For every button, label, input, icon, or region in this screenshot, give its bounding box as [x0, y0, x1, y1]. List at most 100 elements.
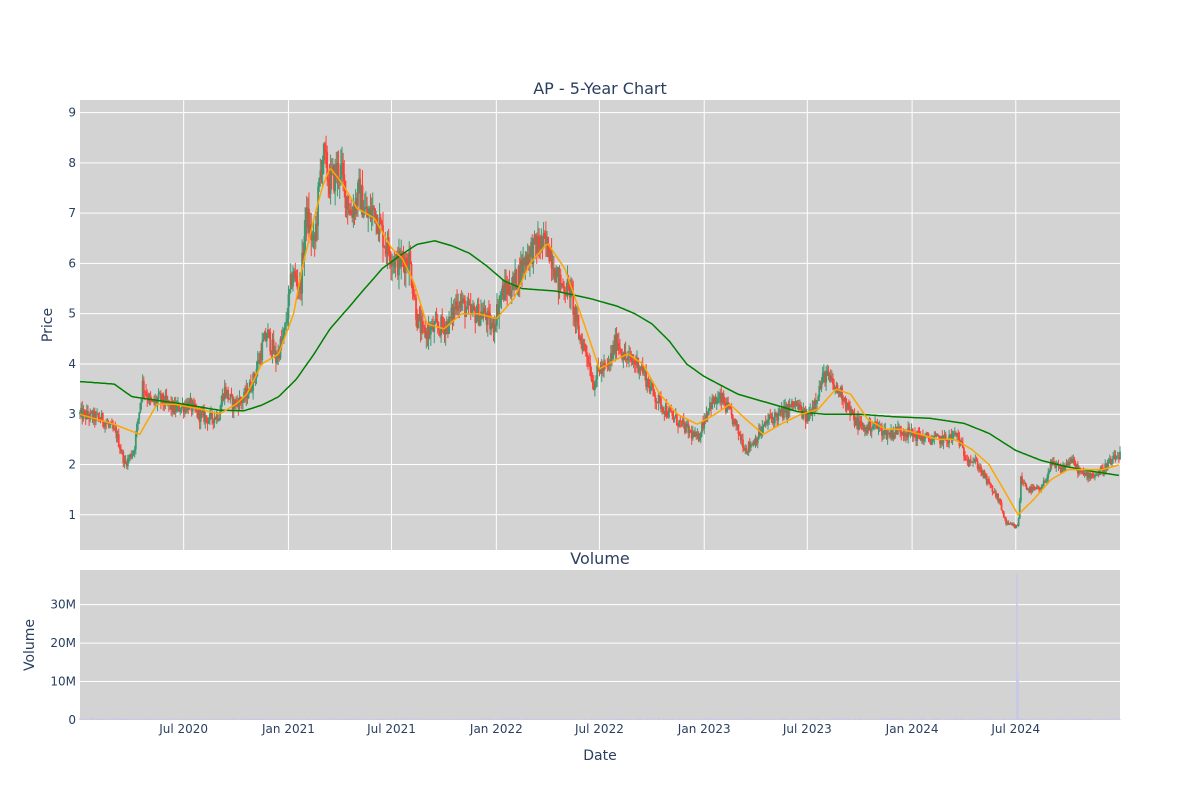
candle-body: [245, 388, 248, 398]
candle-body: [117, 434, 120, 447]
candle-body: [1117, 456, 1120, 460]
volume-bar: [118, 718, 120, 720]
candle-body: [227, 389, 229, 399]
candle-body: [358, 178, 360, 183]
candle-body: [754, 438, 757, 446]
candle-body: [400, 254, 403, 267]
volume-bar: [890, 718, 892, 720]
candle-body: [989, 483, 992, 485]
price-y-tick-label: 8: [68, 156, 76, 170]
candle-body: [136, 423, 138, 435]
volume-bar: [881, 719, 883, 720]
volume-bar: [990, 718, 992, 720]
candle-body: [251, 390, 253, 392]
volume-bar: [281, 718, 283, 720]
candle-body: [412, 293, 415, 297]
volume-bar: [1112, 718, 1114, 720]
candle-body: [171, 401, 174, 410]
volume-bar: [774, 719, 776, 720]
candle-body: [460, 300, 463, 304]
candle-body: [1092, 475, 1095, 478]
candle-body: [138, 412, 141, 420]
candle-body: [808, 413, 810, 421]
candle-body: [104, 422, 106, 427]
volume-bar: [366, 718, 368, 720]
volume-bar: [1063, 718, 1065, 720]
candle-body: [333, 165, 335, 192]
volume-bar: [621, 718, 623, 720]
volume-bar: [910, 719, 913, 720]
candle-body: [718, 397, 720, 399]
candle-body: [170, 402, 173, 410]
volume-bar: [430, 718, 432, 720]
volume-bar: [161, 718, 163, 720]
candle-body: [853, 414, 856, 426]
candle-body: [606, 365, 609, 367]
candle-body: [721, 393, 724, 403]
x-tick-label: Jul 2024: [990, 722, 1040, 736]
volume-bar: [116, 719, 119, 720]
candle-body: [93, 410, 96, 422]
candle-body: [162, 393, 165, 404]
candle-body: [696, 434, 699, 437]
candle-body: [803, 409, 806, 411]
candle-body: [183, 405, 186, 413]
candle-body: [678, 420, 681, 427]
candle-body: [906, 433, 908, 438]
volume-bar: [908, 718, 910, 720]
volume-bar: [407, 718, 409, 720]
volume-bar: [95, 719, 97, 720]
candle-body: [1013, 524, 1015, 526]
volume-bar: [144, 718, 146, 720]
volume-bar: [948, 719, 950, 720]
candle-body: [925, 434, 928, 435]
candle-body: [85, 410, 88, 420]
volume-bar: [295, 719, 298, 720]
volume-bar: [88, 719, 90, 720]
candle-body: [294, 271, 297, 276]
volume-bar: [145, 718, 147, 720]
candle-body: [950, 434, 953, 439]
candle-body: [817, 396, 820, 401]
volume-bar: [310, 719, 312, 720]
volume-bar: [811, 718, 814, 720]
candle-body: [819, 386, 822, 389]
volume-bar: [797, 718, 799, 720]
candle-body: [108, 424, 111, 426]
candle-body: [306, 208, 309, 228]
candle-body: [455, 301, 457, 310]
volume-bar: [196, 719, 198, 720]
candle-body: [435, 318, 438, 322]
volume-bar: [413, 718, 415, 720]
candle-body: [260, 353, 263, 361]
volume-bar: [933, 719, 935, 720]
candle-body: [1038, 487, 1041, 490]
candle-body: [931, 439, 933, 445]
volume-bar: [169, 718, 171, 720]
candle-body: [1100, 467, 1103, 469]
candle-body: [124, 459, 127, 463]
volume-bar: [374, 719, 376, 720]
volume-bar: [229, 719, 231, 720]
candle-body: [345, 196, 348, 209]
volume-bar: [347, 719, 349, 720]
volume-bar: [175, 718, 177, 720]
volume-bar: [979, 718, 981, 720]
candle-body: [213, 417, 216, 424]
candle-body: [584, 345, 587, 353]
volume-bar: [815, 718, 817, 720]
candle-body: [556, 267, 559, 271]
candle-body: [579, 336, 581, 340]
volume-bar: [700, 718, 702, 720]
volume-bar: [617, 719, 619, 720]
date-x-tick-labels: Jul 2020 Jan 2021 Jul 2021 Jan 2022 Jul 2022…: [158, 722, 1040, 736]
volume-bar: [301, 719, 303, 720]
volume-bar: [401, 718, 403, 720]
volume-bar: [80, 719, 82, 720]
volume-bar: [460, 719, 463, 720]
volume-bar: [605, 718, 607, 720]
volume-bar: [662, 718, 664, 720]
candle-body: [560, 283, 563, 287]
candle-body: [383, 246, 386, 248]
